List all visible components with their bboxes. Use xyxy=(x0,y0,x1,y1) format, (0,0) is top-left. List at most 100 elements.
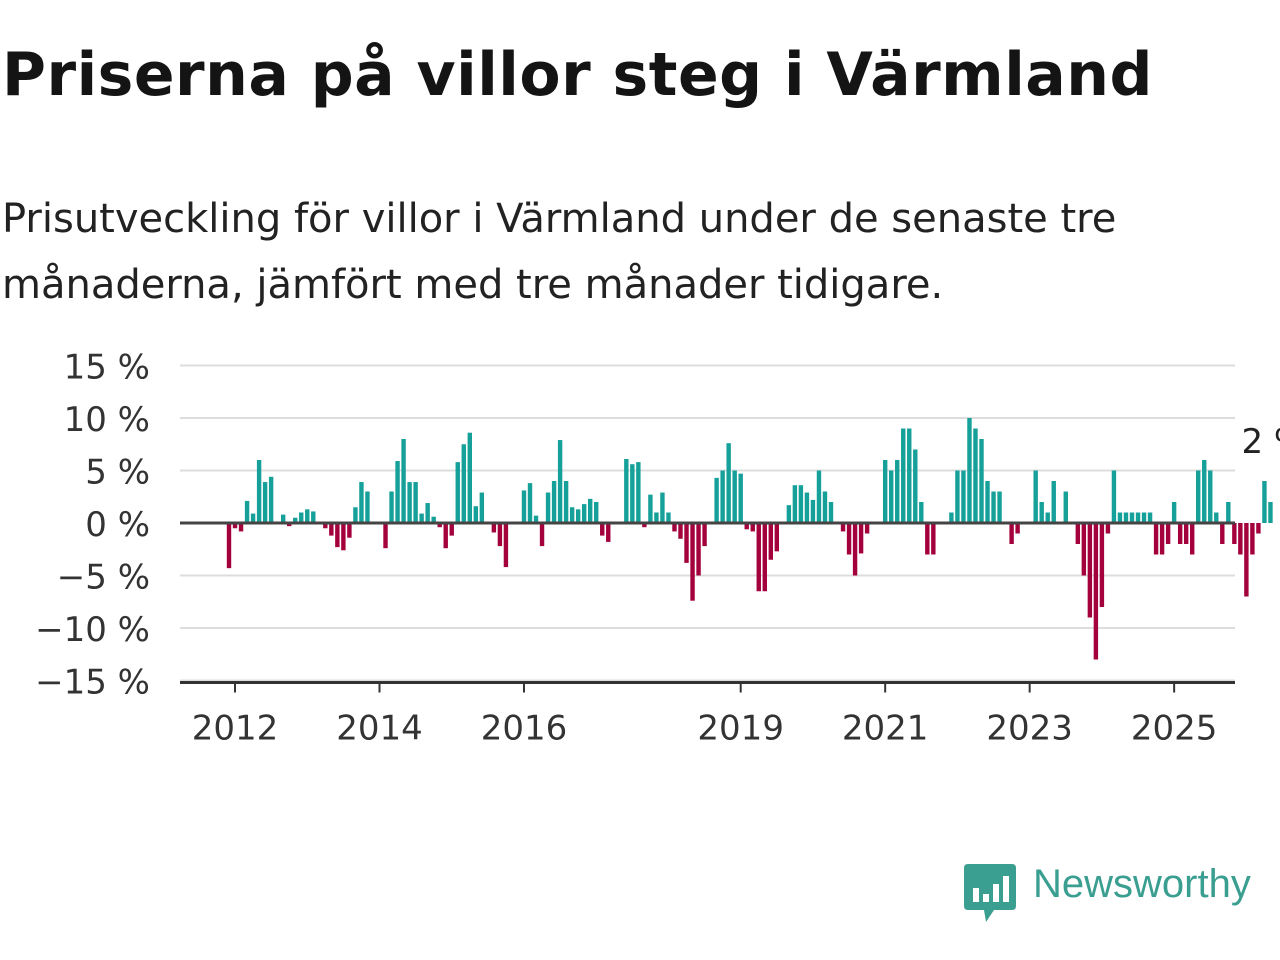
bar xyxy=(491,523,497,533)
x-tick-label: 2016 xyxy=(481,709,568,749)
bar xyxy=(1105,523,1111,534)
y-tick-label: 10 % xyxy=(64,400,150,440)
bar xyxy=(533,515,539,523)
bar xyxy=(967,418,972,523)
bar xyxy=(654,512,659,523)
bar xyxy=(696,523,701,576)
bar xyxy=(1063,491,1068,523)
bar xyxy=(810,499,816,523)
x-tick-label: 2014 xyxy=(336,709,423,749)
bar xyxy=(672,523,677,532)
bar xyxy=(690,523,695,601)
bar xyxy=(479,492,485,523)
bar xyxy=(846,523,852,555)
bar xyxy=(250,513,256,523)
chart-title: Priserna på villor steg i Värmland xyxy=(2,40,1153,110)
bar xyxy=(925,523,930,555)
bar xyxy=(889,470,894,523)
bar xyxy=(907,428,912,523)
bar xyxy=(768,523,773,560)
bar xyxy=(232,523,238,529)
bar xyxy=(256,460,262,523)
bar xyxy=(822,491,828,523)
bar xyxy=(913,449,918,523)
bar xyxy=(985,481,990,523)
bar xyxy=(341,523,346,551)
bar xyxy=(425,503,430,523)
bar xyxy=(961,470,966,523)
bar xyxy=(407,482,412,523)
bar xyxy=(521,490,527,523)
bar xyxy=(1268,502,1273,523)
bar xyxy=(774,523,780,552)
bar xyxy=(527,483,533,523)
bar xyxy=(816,470,822,523)
bar xyxy=(305,509,310,523)
y-tick-label: −10 % xyxy=(35,610,150,650)
bar xyxy=(1214,512,1219,523)
bar xyxy=(503,523,509,568)
chart-subtitle: Prisutveckling för villor i Värmland und… xyxy=(2,196,1117,308)
y-tick-label: 0 % xyxy=(85,505,150,545)
bar xyxy=(864,523,870,534)
bar xyxy=(1093,523,1099,660)
bar xyxy=(955,470,960,523)
bar xyxy=(1147,512,1153,523)
bar xyxy=(563,481,569,523)
bar xyxy=(359,482,364,523)
bar xyxy=(606,523,611,542)
bar xyxy=(293,517,298,523)
bar xyxy=(720,470,725,523)
bar xyxy=(882,460,888,523)
newsworthy-logo-icon xyxy=(964,864,1016,922)
bar xyxy=(973,428,978,523)
bar xyxy=(1051,481,1056,523)
bar xyxy=(1220,523,1225,544)
bar xyxy=(756,523,761,592)
y-tick-label: 15 % xyxy=(64,348,150,388)
bar xyxy=(919,502,924,523)
bar xyxy=(648,494,653,523)
bar xyxy=(335,523,340,548)
bar xyxy=(413,482,418,523)
bar xyxy=(931,523,936,555)
bar xyxy=(287,523,292,527)
bar xyxy=(852,523,858,576)
bar xyxy=(991,491,996,523)
bar xyxy=(443,523,448,549)
bar xyxy=(702,523,707,547)
bar xyxy=(1135,512,1141,523)
bar xyxy=(1141,512,1147,523)
bar xyxy=(1208,470,1213,523)
bar xyxy=(299,512,304,523)
bar xyxy=(636,462,641,523)
bar xyxy=(467,432,472,523)
bar xyxy=(1099,523,1105,607)
bar xyxy=(1165,523,1171,544)
bar-chart: 15 % 10 % 5 % 0 % −5 % −10 % −15 % 2012 2014 2016… xyxy=(35,348,1280,749)
bar xyxy=(473,506,479,523)
bar xyxy=(1081,523,1087,576)
bar xyxy=(557,440,563,523)
bar xyxy=(624,458,629,523)
brand-name: Newsworthy xyxy=(1033,862,1251,906)
bar xyxy=(744,523,749,530)
bar xyxy=(1183,523,1189,544)
bar xyxy=(395,461,400,523)
bar xyxy=(642,523,647,528)
bar xyxy=(1202,460,1207,523)
bar xyxy=(762,523,767,592)
bar xyxy=(347,523,352,538)
bar xyxy=(732,470,737,523)
bar xyxy=(401,439,406,523)
bar xyxy=(569,507,575,523)
bar xyxy=(1117,512,1123,523)
bar xyxy=(1190,523,1195,555)
bar xyxy=(895,460,900,523)
bar xyxy=(588,498,593,523)
bar xyxy=(804,492,810,523)
bar xyxy=(684,523,689,563)
bar xyxy=(1075,523,1081,544)
bar xyxy=(738,473,743,523)
bar xyxy=(798,485,804,523)
